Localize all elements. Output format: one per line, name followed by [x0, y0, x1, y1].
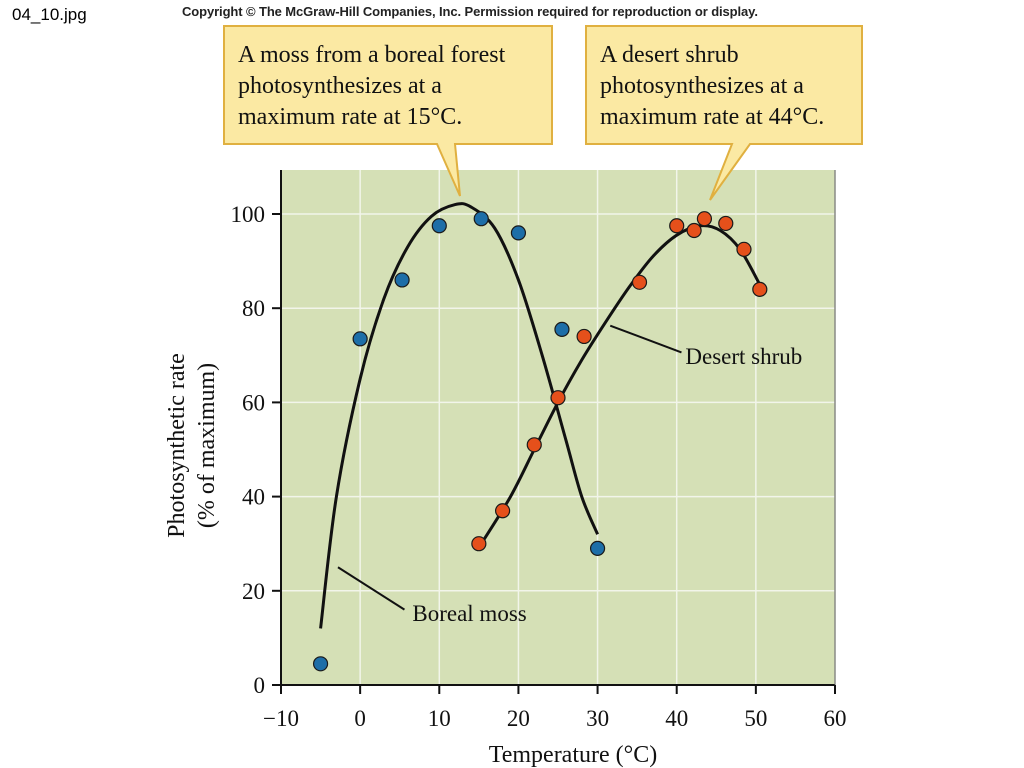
boreal-moss-point	[431, 218, 447, 234]
callouts: A moss from a boreal forest photosynthesi…	[223, 25, 863, 201]
y-axis-title-line: Photosynthetic rate	[164, 353, 190, 538]
desert-shrub-label: Desert shrub	[685, 344, 802, 369]
y-tick-label: 0	[254, 673, 266, 698]
boreal-moss-curve	[319, 202, 599, 629]
desert-shrub-point	[526, 437, 542, 453]
callout-text-line: maximum rate at 15°C.	[238, 104, 462, 130]
callout-text-line: maximum rate at 44°C.	[600, 104, 824, 130]
callout-text-line: A desert shrub	[600, 42, 739, 68]
boreal-moss-leader	[337, 566, 406, 611]
y-tick-label: 60	[242, 390, 265, 415]
curve-labels: Boreal moss Desert shrub	[337, 324, 802, 626]
file-name-label: 04_10.jpg	[12, 5, 87, 24]
callout-text-line: photosynthesizes at a	[238, 73, 442, 99]
callout-text-line: photosynthesizes at a	[600, 73, 804, 99]
data-points	[312, 211, 768, 672]
desert-shrub-point	[752, 281, 768, 297]
copyright-notice: Copyright © The McGraw-Hill Companies, I…	[182, 4, 758, 19]
callout-2: A desert shrub photosynthesizes at a maxim…	[585, 25, 863, 201]
y-tick-label: 80	[242, 296, 265, 321]
callout-1: A moss from a boreal forest photosynthesi…	[223, 25, 553, 197]
boreal-moss-point	[312, 656, 329, 672]
desert-shrub-point	[736, 241, 752, 257]
x-tick-label: 10	[428, 706, 451, 731]
x-tick-label: 0	[354, 706, 366, 731]
x-tick-label: 50	[744, 706, 767, 731]
boreal-moss-point	[510, 225, 527, 241]
desert-shrub-point	[576, 328, 592, 345]
desert-shrub-point	[686, 222, 702, 239]
x-axis-title: Temperature (°C)	[489, 742, 658, 768]
boreal-moss-point	[352, 331, 368, 347]
desert-shrub-point	[669, 218, 685, 234]
x-tick-label: 40	[665, 706, 688, 731]
y-axis-title-line: (% of maximum)	[194, 363, 220, 528]
y-tick-label: 20	[242, 579, 265, 604]
y-tick-label: 100	[231, 202, 266, 227]
plot-area	[281, 170, 835, 685]
desert-shrub-point	[631, 274, 648, 290]
x-tick-label: 20	[507, 706, 530, 731]
boreal-moss-point	[394, 272, 410, 288]
desert-shrub-point	[471, 536, 487, 552]
desert-shrub-leader	[609, 324, 682, 354]
callout-bubble	[585, 25, 863, 201]
x-tick-label: 60	[824, 706, 847, 731]
axis-titles: Temperature (°C) Photosynthetic rate (% of…	[164, 353, 657, 768]
desert-shrub-point	[550, 390, 566, 406]
boreal-moss-point	[589, 540, 606, 557]
axes: −10 0 10 20 30 40 50 60 0 20 40 60 80 100	[231, 170, 847, 731]
desert-shrub-point	[495, 503, 511, 519]
x-tick-label: 30	[586, 706, 609, 731]
desert-shrub-point	[718, 215, 734, 232]
y-tick-label: 40	[242, 485, 265, 510]
x-tick-label: −10	[263, 706, 299, 731]
boreal-moss-point	[554, 321, 570, 337]
callout-text-line: A moss from a boreal forest	[238, 42, 506, 68]
boreal-moss-label: Boreal moss	[412, 601, 526, 626]
desert-shrub-point	[696, 211, 713, 227]
boreal-moss-point	[473, 211, 489, 227]
callout-bubble	[223, 25, 553, 197]
